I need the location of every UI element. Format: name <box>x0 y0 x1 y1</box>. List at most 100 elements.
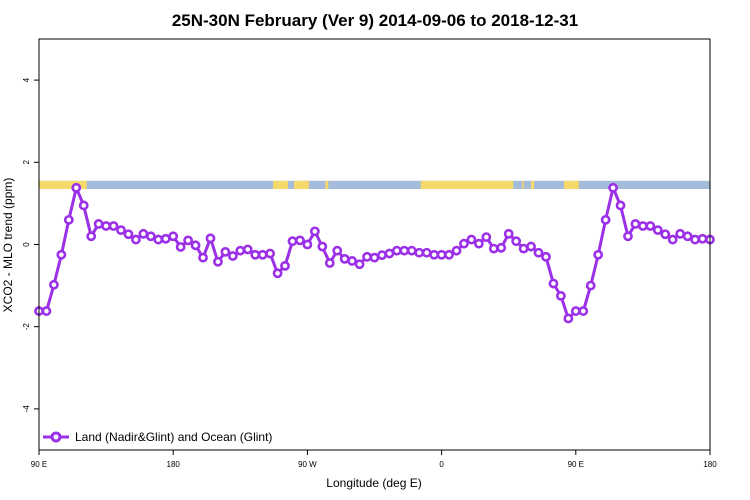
data-point <box>175 242 186 252</box>
data-point <box>339 253 350 264</box>
land-segment <box>420 180 514 190</box>
data-point <box>56 249 67 260</box>
data-point <box>138 228 149 239</box>
data-point <box>473 238 484 249</box>
data-point <box>481 232 492 243</box>
data-point <box>354 259 365 270</box>
data-point <box>526 241 536 252</box>
data-point <box>436 249 447 260</box>
x-tick-label: 0 <box>439 460 444 469</box>
data-point <box>93 219 104 229</box>
x-axis-label: Longitude (deg E) <box>326 476 421 490</box>
data-point <box>287 236 298 247</box>
land-segment <box>531 180 535 190</box>
data-point <box>488 243 499 254</box>
x-tick-label: 180 <box>167 460 181 469</box>
land-segment <box>39 180 87 190</box>
data-point <box>280 260 290 271</box>
data-point <box>466 234 477 245</box>
data-point <box>295 235 305 246</box>
data-point <box>227 251 238 261</box>
data-point <box>630 219 641 229</box>
y-tick-label: 2 <box>22 160 31 165</box>
data-point <box>108 221 119 231</box>
data-point <box>332 245 343 256</box>
plot-frame <box>38 38 711 451</box>
land-segment <box>563 180 579 190</box>
data-point <box>86 231 97 242</box>
data-point <box>660 229 671 240</box>
chart-title: 25N-30N February (Ver 9) 2014-09-06 to 2… <box>172 11 578 30</box>
y-tick-label: 0 <box>22 242 31 247</box>
data-point <box>63 214 74 225</box>
x-tick-label: 180 <box>703 460 717 469</box>
land-segment <box>522 180 524 190</box>
data-point <box>563 313 574 324</box>
data-point <box>324 258 335 268</box>
data-point <box>317 241 328 252</box>
data-point <box>615 200 626 211</box>
legend-label: Land (Nadir&Glint) and Ocean (Glint) <box>75 430 272 444</box>
data-point <box>570 306 581 316</box>
data-point <box>384 248 395 259</box>
data-point <box>451 245 462 256</box>
data-point <box>541 251 551 262</box>
data-point <box>183 235 194 246</box>
data-point <box>220 246 231 257</box>
y-tick-label: -4 <box>22 405 31 413</box>
x-tick-label: 90 W <box>298 460 317 469</box>
data-point <box>585 280 596 291</box>
data-point <box>511 236 522 247</box>
data-point <box>309 226 320 237</box>
data-point <box>272 268 283 279</box>
y-tick-label: 4 <box>22 77 31 82</box>
data-point <box>153 234 164 245</box>
data-point <box>496 242 507 253</box>
data-point <box>533 247 544 258</box>
y-axis-label: XCO2 - MLO trend (ppm) <box>1 178 15 313</box>
data-point <box>667 234 678 245</box>
data-point <box>265 248 276 259</box>
series-layer <box>34 182 715 324</box>
ocean-band <box>39 180 710 190</box>
data-point <box>638 221 648 231</box>
legend: Land (Nadir&Glint) and Ocean (Glint) <box>43 430 272 444</box>
data-point <box>242 244 253 255</box>
data-point <box>406 245 417 256</box>
data-point <box>429 249 440 260</box>
data-point <box>444 249 454 260</box>
data-point <box>421 247 432 258</box>
data-point <box>101 221 111 231</box>
data-point <box>145 231 156 242</box>
data-point <box>645 221 656 231</box>
data-point <box>49 279 59 290</box>
data-point <box>116 225 126 236</box>
data-point <box>347 256 358 266</box>
data-point <box>600 214 611 225</box>
data-point <box>250 249 261 260</box>
y-axis: -4 -2 0 2 4 <box>22 77 39 412</box>
data-point <box>257 249 268 260</box>
data-point <box>190 240 201 251</box>
land-segment <box>273 180 289 190</box>
land-segment <box>325 180 329 190</box>
data-point <box>205 233 216 244</box>
legend-marker-swatch <box>50 431 62 443</box>
data-point <box>682 231 693 242</box>
data-point <box>78 200 89 211</box>
y-tick-label: -2 <box>22 323 31 331</box>
x-axis: 90 E 180 90 W 0 90 E 180 <box>31 450 717 469</box>
data-point <box>41 306 52 316</box>
data-point <box>391 245 402 256</box>
data-point <box>168 231 179 242</box>
data-point <box>414 247 425 258</box>
data-point <box>131 234 141 245</box>
data-point <box>71 182 82 193</box>
data-point <box>697 233 708 244</box>
data-point <box>123 229 134 240</box>
data-point <box>503 228 514 239</box>
data-point <box>690 234 700 245</box>
data-point <box>652 225 663 236</box>
data-point <box>578 306 589 316</box>
